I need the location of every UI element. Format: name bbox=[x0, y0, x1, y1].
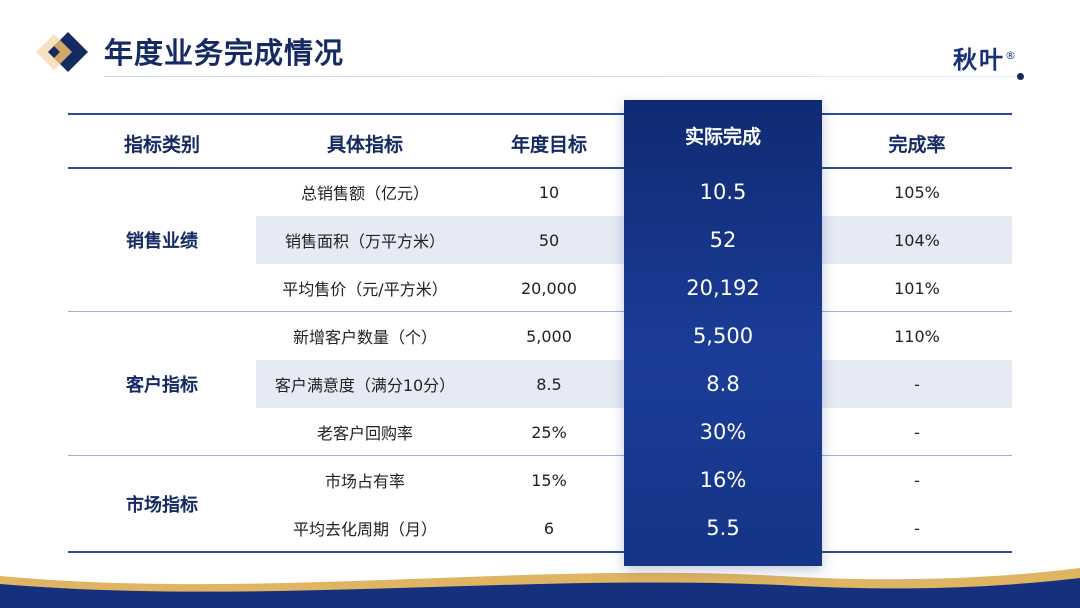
header-indicator: 具体指标 bbox=[326, 133, 403, 156]
table-row: 客户满意度（满分10分） 8.5 8.8 - bbox=[68, 360, 1012, 408]
rate-value: - bbox=[914, 518, 920, 538]
header-rate: 完成率 bbox=[888, 133, 946, 156]
header-category: 指标类别 bbox=[123, 133, 200, 156]
table-bottom-rule bbox=[68, 551, 1012, 553]
category-customer: 客户指标 bbox=[126, 375, 198, 396]
header-bottom-rule bbox=[68, 167, 1012, 169]
business-completion-table: 指标类别 具体指标 年度目标 实际完成 完成率 销售业绩 总销售额（亿元） 10… bbox=[68, 100, 1012, 566]
target-value: 25% bbox=[531, 422, 567, 442]
actual-value: 5.5 bbox=[706, 516, 740, 540]
bottom-wave-decoration bbox=[0, 568, 1080, 608]
brand-name: 秋叶 bbox=[953, 46, 1005, 74]
title-divider-dot bbox=[1017, 73, 1024, 80]
table-row: 销售面积（万平方米） 50 52 104% bbox=[68, 216, 1012, 264]
indicator-name: 销售面积（万平方米） bbox=[284, 232, 445, 251]
indicator-name: 平均售价（元/平方米） bbox=[282, 280, 448, 299]
target-value: 5,000 bbox=[526, 326, 572, 346]
rate-value: 101% bbox=[894, 278, 940, 298]
actual-value: 16% bbox=[699, 468, 747, 492]
actual-column-highlight bbox=[624, 100, 822, 566]
table-row: 市场占有率 15% 16% - bbox=[68, 456, 1012, 504]
rate-value: 110% bbox=[894, 326, 940, 346]
header-actual: 实际完成 bbox=[684, 125, 761, 148]
target-value: 10 bbox=[538, 182, 560, 202]
indicator-name: 客户满意度（满分10分） bbox=[274, 376, 456, 395]
target-value: 20,000 bbox=[521, 278, 577, 298]
rate-value: - bbox=[914, 374, 920, 394]
actual-value: 30% bbox=[699, 420, 747, 444]
rate-value: 105% bbox=[894, 182, 940, 202]
diamond-logo-icon bbox=[36, 32, 88, 72]
rate-value: - bbox=[914, 470, 920, 490]
table-row: 总销售额（亿元） 10 10.5 105% bbox=[68, 168, 1012, 216]
category-sales: 销售业绩 bbox=[126, 231, 198, 252]
title-divider bbox=[104, 76, 1019, 77]
actual-value: 5,500 bbox=[692, 324, 754, 348]
actual-value: 8.8 bbox=[706, 372, 740, 396]
indicator-name: 新增客户数量（个） bbox=[292, 328, 437, 347]
indicator-name: 平均去化周期（月） bbox=[292, 520, 437, 539]
rate-value: - bbox=[914, 422, 920, 442]
registered-mark: ® bbox=[1005, 49, 1018, 62]
group-divider bbox=[68, 311, 1012, 312]
table-row: 新增客户数量（个） 5,000 5,500 110% bbox=[68, 312, 1012, 360]
category-market: 市场指标 bbox=[126, 495, 198, 516]
actual-value: 20,192 bbox=[686, 276, 760, 300]
table-top-rule bbox=[68, 113, 1012, 115]
indicator-name: 老客户回购率 bbox=[316, 424, 413, 443]
indicator-name: 市场占有率 bbox=[324, 472, 405, 491]
table-row: 平均去化周期（月） 6 5.5 - bbox=[68, 504, 1012, 552]
target-value: 6 bbox=[543, 518, 555, 538]
brand-logo: 秋叶® bbox=[953, 40, 1018, 75]
table-row: 平均售价（元/平方米） 20,000 20,192 101% bbox=[68, 264, 1012, 312]
rate-value: 104% bbox=[894, 230, 940, 250]
indicator-name: 总销售额（亿元） bbox=[300, 184, 429, 203]
target-value: 15% bbox=[531, 470, 567, 490]
header-target: 年度目标 bbox=[510, 133, 587, 156]
group-divider bbox=[68, 455, 1012, 456]
page-title: 年度业务完成情况 bbox=[104, 36, 345, 70]
target-value: 8.5 bbox=[536, 374, 562, 394]
table-header: 指标类别 具体指标 年度目标 实际完成 完成率 bbox=[68, 120, 1012, 166]
target-value: 50 bbox=[538, 230, 560, 250]
table-row: 老客户回购率 25% 30% - bbox=[68, 408, 1012, 456]
actual-value: 52 bbox=[709, 228, 737, 252]
actual-value: 10.5 bbox=[699, 180, 747, 204]
